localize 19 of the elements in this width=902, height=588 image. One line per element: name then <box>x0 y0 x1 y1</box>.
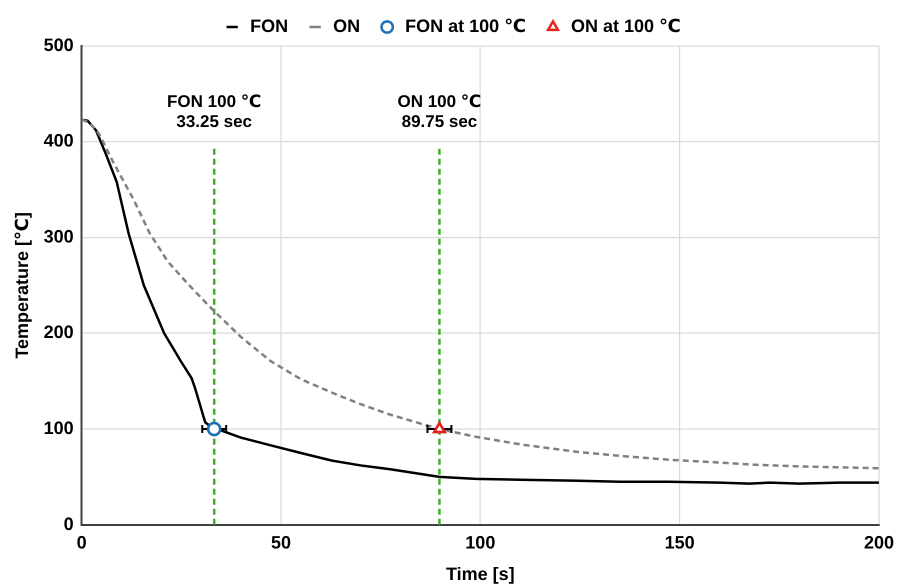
ref-line-label: FON 100 ℃ 33.25 sec <box>167 92 262 132</box>
y-tick-label: 500 <box>44 34 74 55</box>
y-tick-label: 400 <box>44 130 74 151</box>
y-tick-label: 300 <box>44 226 74 246</box>
y-axis-title: Temperature [℃] <box>12 212 32 359</box>
y-tick-label: 200 <box>44 322 74 342</box>
x-tick-label: 100 <box>465 532 496 553</box>
x-tick-label: 200 <box>864 532 894 553</box>
y-tick-label: 0 <box>64 514 74 534</box>
x-tick-label: 150 <box>664 532 695 553</box>
x-axis-title: Time [s] <box>446 564 515 584</box>
ref-line-label: ON 100 ℃ 89.75 sec <box>397 92 482 132</box>
legend-label: ON <box>333 16 360 36</box>
legend-label: FON <box>250 16 288 36</box>
x-tick-label: 50 <box>270 532 291 553</box>
legend-label: ON at 100 ℃ <box>570 16 681 36</box>
legend-label: FON at 100 ℃ <box>405 16 526 36</box>
x-tick-label: 0 <box>76 532 87 553</box>
y-tick-label: 100 <box>44 418 74 438</box>
